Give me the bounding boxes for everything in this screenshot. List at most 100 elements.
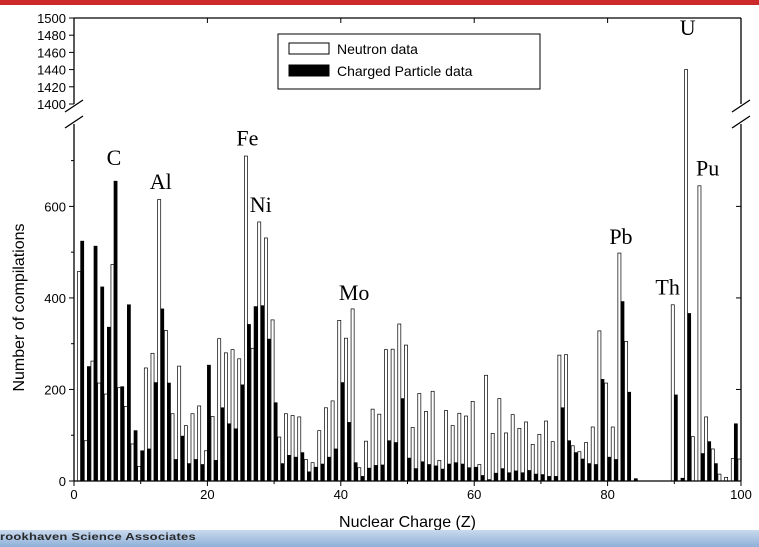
neutron-bar [464,415,468,482]
neutron-bar [297,416,302,482]
neutron-bar [203,450,208,482]
neutron-bar [537,433,542,482]
charged-bar [180,435,185,482]
neutron-bar [697,185,702,482]
charged-bar [480,475,485,482]
neutron-bar [217,338,222,482]
y-tick-label-upper: 1500 [37,11,66,26]
x-tick-label: 40 [334,487,348,502]
charged-bar [167,382,171,482]
charged-bar [587,463,592,482]
charged-bar [580,458,585,482]
axis-break-gap-right [733,105,753,123]
charged-bar [567,440,572,482]
charged-bar [120,386,125,482]
neutron-bar [384,349,388,482]
element-label: Mo [339,280,370,305]
neutron-bar [183,425,188,482]
charged-bar [327,456,331,482]
neutron-bar [557,354,562,482]
neutron-bar [284,413,288,482]
charged-bar [140,450,145,482]
charged-bar [300,452,305,482]
charged-bar [440,468,445,482]
axis-break-gap-left [60,105,80,123]
neutron-bar [110,264,115,482]
neutron-bar [90,360,95,482]
neutron-bar [564,354,568,482]
neutron-bar [424,411,428,482]
charged-bar [400,398,405,482]
charged-bar [193,459,198,482]
charged-bar [547,476,551,482]
charged-bar [473,466,478,482]
charged-bar [153,382,158,482]
neutron-bar [430,390,435,482]
y-tick-label: 400 [44,291,66,306]
legend-label: Neutron data [337,41,418,57]
charged-bar [507,472,511,482]
top-rule [0,0,759,5]
x-axis-label: Nuclear Charge (Z) [339,514,476,531]
x-tick-label: 100 [730,487,752,502]
neutron-bar [550,441,555,482]
charged-bar [387,440,391,482]
neutron-bar [223,352,228,482]
neutron-bar [690,436,695,482]
neutron-bar [117,387,122,482]
neutron-bar [577,451,582,482]
y-tick-label-upper: 1460 [37,45,66,60]
charged-bar [113,180,118,482]
neutron-bar [517,428,522,482]
neutron-bar [310,462,315,482]
footer-band [0,530,759,547]
neutron-bar [610,426,615,482]
charged-bar [407,457,411,482]
charged-bar [320,463,325,482]
element-label: Pu [696,155,719,180]
element-label: Th [655,274,679,299]
charged-bar [93,245,98,482]
neutron-bar [530,444,535,482]
neutron-bar [410,427,415,482]
charged-bar [287,455,291,482]
neutron-bar [170,413,175,482]
neutron-bar [277,436,282,482]
charged-bar [100,286,105,482]
neutron-bar [730,458,735,482]
neutron-bar [304,459,308,482]
charged-bar [687,313,692,482]
charged-bar [160,308,165,482]
neutron-bar [157,199,162,482]
neutron-bar [77,271,82,482]
neutron-bar [417,393,422,482]
neutron-bar [477,464,482,482]
neutron-bar [83,440,88,482]
neutron-bar [590,426,595,482]
charged-bar [673,394,678,482]
neutron-bar [317,430,322,482]
legend-swatch [288,42,330,55]
charged-bar [347,422,351,482]
charged-bar [106,326,111,482]
neutron-bar [210,416,215,482]
charged-bar [553,476,558,482]
charged-bar [373,465,378,482]
charged-bar [433,465,438,482]
neutron-bar [437,460,442,482]
charged-bar [453,462,458,482]
charged-bar [733,423,738,482]
charged-bar [213,460,218,482]
neutron-bar [710,448,715,482]
neutron-bar [544,420,548,482]
neutron-bar [97,382,102,482]
charged-bar [560,407,565,482]
y-tick-label-upper: 1420 [37,80,66,95]
charged-bar [707,441,712,482]
charged-bar [313,466,318,482]
charged-bar [200,464,205,482]
x-tick-label: 20 [200,487,214,502]
neutron-bar [350,308,355,482]
neutron-bar [377,413,382,482]
neutron-bar [370,408,375,482]
